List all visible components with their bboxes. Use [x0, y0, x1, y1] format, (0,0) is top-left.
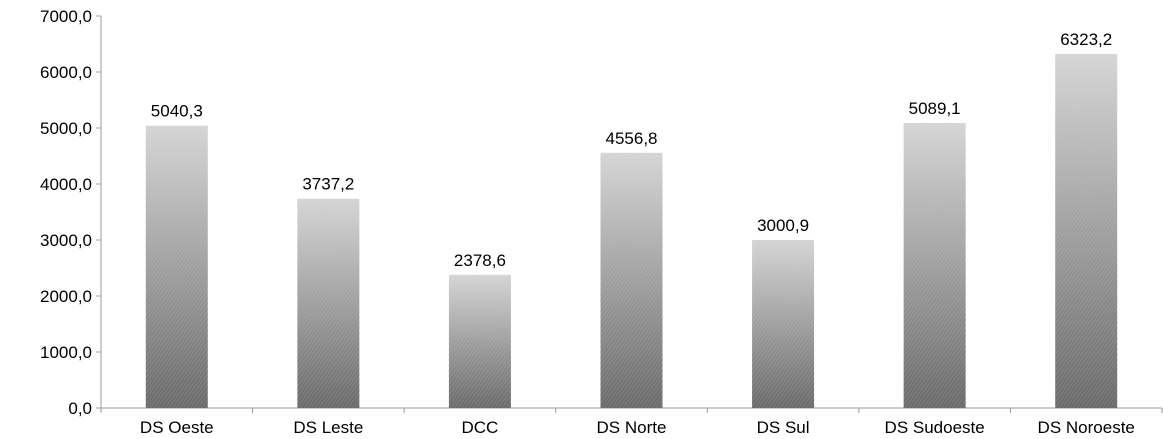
data-labels: 5040,3 3737,2 2378,6 4556,8 3000,9 5089,1 6323… — [151, 30, 1112, 270]
bar — [297, 198, 360, 408]
data-label: 3737,2 — [302, 175, 354, 194]
y-axis: 0,0 1000,0 2000,0 3000,0 4000,0 5000,0 6000,0 7… — [40, 7, 102, 418]
x-tick-label: DCC — [462, 418, 499, 437]
bar — [903, 123, 966, 408]
y-tick-label: 6000,0 — [40, 63, 92, 82]
x-tick-label: DS Leste — [293, 418, 363, 437]
data-label: 3000,9 — [757, 216, 809, 235]
y-tick-label: 7000,0 — [40, 7, 92, 26]
x-tick-label: DS Sudoeste — [885, 418, 985, 437]
x-tick-label: DS Sul — [757, 418, 810, 437]
data-label: 6323,2 — [1060, 30, 1112, 49]
y-tick-label: 4000,0 — [40, 175, 92, 194]
x-tick-label: DS Noroeste — [1038, 418, 1135, 437]
bar — [448, 274, 511, 408]
bar — [145, 125, 208, 409]
y-tick-label: 3000,0 — [40, 231, 92, 250]
bar — [752, 239, 815, 408]
data-label: 5040,3 — [151, 102, 203, 121]
data-label: 2378,6 — [454, 251, 506, 270]
data-label: 4556,8 — [606, 129, 658, 148]
y-tick-label: 2000,0 — [40, 287, 92, 306]
data-label: 5089,1 — [909, 99, 961, 118]
bar — [600, 152, 663, 408]
x-axis: DS Oeste DS Leste DCC DS Norte DS Sul DS Sudo… — [100, 407, 1163, 437]
x-tick-label: DS Oeste — [140, 418, 214, 437]
y-tick-label: 0,0 — [68, 399, 92, 418]
bar — [1055, 53, 1118, 409]
x-tick-label: DS Norte — [597, 418, 667, 437]
y-tick-label: 1000,0 — [40, 343, 92, 362]
bars — [145, 53, 1118, 409]
y-tick-label: 5000,0 — [40, 119, 92, 138]
